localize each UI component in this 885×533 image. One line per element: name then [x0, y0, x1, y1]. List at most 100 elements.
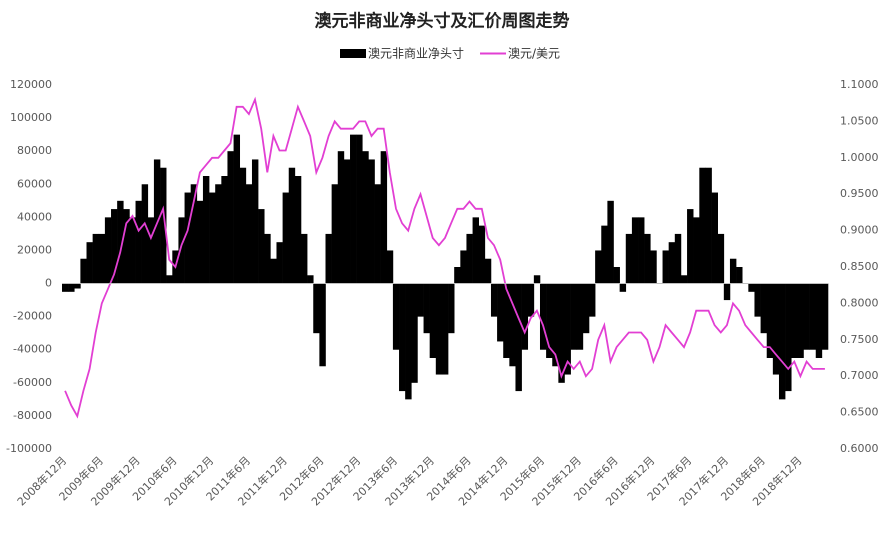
bar: [558, 283, 565, 383]
bar: [705, 167, 712, 284]
bar: [448, 283, 455, 334]
bar: [717, 233, 725, 284]
bar: [546, 283, 553, 358]
bar: [582, 283, 590, 334]
bar: [123, 209, 130, 284]
bar: [68, 283, 75, 292]
bar: [662, 250, 669, 284]
bar: [399, 283, 406, 392]
bar: [362, 151, 369, 284]
bar: [441, 283, 449, 375]
bar: [821, 283, 829, 350]
bar: [251, 159, 259, 284]
bar: [576, 283, 584, 350]
bar: [288, 167, 296, 284]
y2-tick-label: 0.6500: [840, 406, 879, 419]
bar: [613, 267, 620, 284]
bar: [601, 225, 608, 284]
bar: [460, 250, 467, 284]
y-tick-label: 20000: [17, 243, 52, 256]
bar: [221, 176, 228, 284]
y2-tick-label: 0.6000: [840, 442, 879, 455]
bar: [797, 283, 804, 358]
y-tick-label: -100000: [6, 442, 52, 455]
bar: [178, 217, 185, 284]
bar: [497, 283, 504, 342]
bar: [674, 233, 682, 284]
bar: [772, 283, 780, 375]
y2-tick-label: 0.8500: [840, 260, 879, 273]
bar: [392, 283, 400, 350]
bar: [564, 283, 571, 375]
bar: [86, 242, 93, 284]
bar: [276, 242, 283, 284]
bar: [166, 275, 173, 284]
bar: [300, 233, 308, 284]
bar: [264, 233, 271, 284]
bar: [693, 217, 700, 284]
bar: [209, 192, 216, 284]
bar: [527, 283, 535, 317]
y2-tick-label: 1.0000: [840, 151, 879, 164]
bar: [509, 283, 516, 367]
bar: [111, 209, 118, 284]
bar: [429, 283, 437, 358]
bar: [472, 217, 480, 284]
bar: [589, 283, 596, 317]
bar: [515, 283, 522, 392]
bar: [386, 250, 394, 284]
y2-tick-label: 1.1000: [840, 78, 879, 91]
bar: [638, 217, 645, 284]
bar: [227, 151, 234, 284]
bar: [380, 151, 388, 284]
y-tick-label: 100000: [10, 111, 52, 124]
bar: [184, 192, 191, 284]
bar: [729, 258, 737, 284]
bar: [374, 184, 381, 284]
bar: [129, 217, 136, 284]
y2-tick-label: 0.8000: [840, 296, 879, 309]
bar: [411, 283, 418, 383]
y-tick-label: 80000: [17, 144, 52, 157]
y-tick-label: 0: [45, 277, 52, 290]
bar: [478, 225, 486, 284]
line: [64, 96, 825, 419]
bar: [350, 134, 357, 284]
bar: [141, 184, 149, 284]
x-tick-label: 2008年12月: [14, 453, 69, 508]
bar: [337, 151, 345, 284]
bar: [748, 283, 755, 292]
bar: [62, 283, 69, 292]
bar: [791, 283, 798, 358]
bar: [258, 209, 265, 284]
bar: [809, 283, 817, 350]
bar: [245, 184, 253, 284]
bar: [723, 283, 731, 301]
bar: [539, 283, 547, 350]
bar: [319, 283, 326, 367]
bar: [233, 134, 241, 284]
bar: [307, 275, 314, 284]
bar: [202, 176, 210, 284]
bar: [668, 242, 676, 284]
y2-tick-label: 0.9000: [840, 224, 879, 237]
bar: [503, 283, 510, 358]
bar: [117, 200, 124, 284]
bar: [650, 250, 657, 284]
bar: [631, 217, 639, 284]
bar: [368, 159, 375, 284]
bar: [607, 200, 614, 284]
bar: [711, 192, 718, 284]
bar: [135, 200, 142, 284]
bar: [80, 258, 87, 284]
bar: [313, 283, 320, 334]
bar: [699, 167, 706, 284]
bar: [644, 233, 651, 284]
bar: [570, 283, 578, 350]
bar: [625, 233, 633, 284]
y-tick-label: 120000: [10, 78, 52, 91]
y2-tick-label: 0.9500: [840, 187, 879, 200]
y2-tick-label: 1.0500: [840, 114, 879, 127]
bar: [760, 283, 768, 334]
bar: [215, 184, 222, 284]
